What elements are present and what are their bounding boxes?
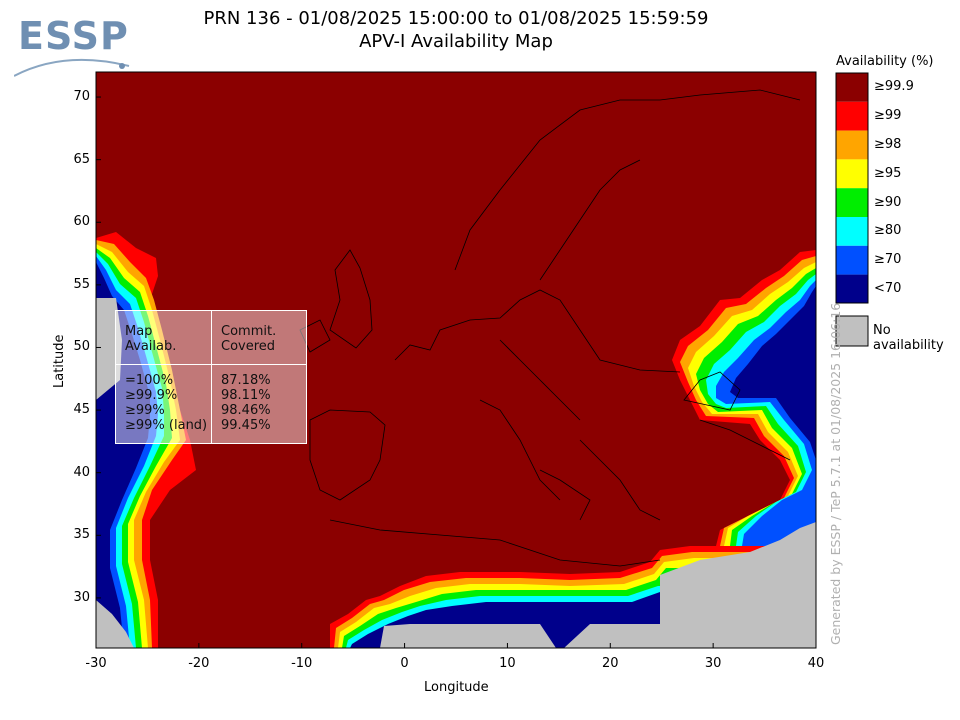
stats-box-divider-v: [211, 311, 212, 443]
x-tick-label: -10: [291, 656, 313, 671]
legend-label-8: <70: [874, 281, 902, 296]
stats-level-4: ≥99% (land): [125, 418, 208, 433]
plot-frame: [95, 71, 817, 649]
legend-frame: [835, 72, 869, 304]
legend-title: Availability (%): [836, 54, 934, 69]
no-availability-egypt: [660, 522, 816, 648]
legend-label-1: ≥99.9: [874, 79, 914, 94]
y-tick-label: 45: [73, 402, 90, 418]
legend-label-7: ≥70: [874, 252, 902, 267]
legend-swatch: [836, 188, 868, 217]
x-tick-label: 0: [400, 656, 409, 671]
legend-label-5: ≥90: [874, 195, 902, 210]
y-axis-label: Latitude: [52, 334, 67, 388]
y-tick-label: 30: [73, 589, 90, 605]
legend-swatch: [836, 130, 868, 160]
legend-swatch-no-availability: [835, 315, 869, 347]
x-tick-label: 10: [499, 656, 516, 671]
x-tick-label: 40: [807, 656, 825, 671]
x-tick-label: -30: [85, 656, 107, 671]
y-tick-label: 35: [73, 527, 90, 543]
y-tick-label: 65: [73, 151, 90, 167]
stats-level-2: ≥99.9%: [125, 388, 178, 403]
stats-covered-4: 99.45%: [221, 418, 271, 433]
stats-box-divider-h: [116, 364, 306, 365]
legend-swatch: [836, 274, 868, 304]
axis-ticks: [95, 96, 817, 648]
logo-swoosh: [14, 58, 130, 77]
y-tick-label: 40: [73, 464, 90, 480]
no-availability-sahara-east: [564, 624, 660, 648]
legend-no-availability-label: No availability: [873, 323, 944, 353]
x-tick-label: 30: [704, 656, 722, 671]
stats-col1-header: Map Availab.: [125, 324, 177, 354]
stats-covered-1: 87.18%: [221, 373, 271, 388]
x-tick-label: 20: [602, 656, 619, 671]
legend-swatch: [836, 245, 868, 275]
stats-level-3: ≥99%: [125, 403, 165, 418]
coastlines: [299, 89, 801, 567]
x-tick-label: -20: [188, 656, 210, 671]
legend-label-3: ≥98: [874, 137, 902, 152]
legend-swatch: [836, 101, 868, 131]
essp-logo: ESSP: [14, 14, 134, 84]
legend-swatches: [835, 72, 869, 347]
y-tick-label: 55: [73, 276, 90, 292]
stats-covered-3: 98.46%: [221, 403, 271, 418]
legend-label-4: ≥95: [874, 166, 902, 181]
generated-by-note: Generated by ESSP / TeP 5.7.1 at 01/08/2…: [828, 302, 843, 645]
legend-swatch: [836, 159, 868, 189]
chart-title: PRN 136 - 01/08/2025 15:00:00 to 01/08/2…: [203, 8, 709, 29]
stats-col2-header: Commit. Covered: [221, 324, 277, 354]
stats-covered-2: 98.11%: [221, 388, 271, 403]
y-tick-label: 70: [73, 89, 90, 105]
y-tick-label: 50: [73, 339, 90, 355]
legend-label-2: ≥99: [874, 108, 902, 123]
no-availability-sahara-west: [380, 624, 556, 648]
x-axis-label: Longitude: [424, 680, 489, 695]
legend-label-6: ≥80: [874, 223, 902, 238]
band-navy-east: [730, 286, 816, 546]
legend-swatch: [836, 73, 868, 102]
stats-level-1: =100%: [125, 373, 174, 388]
legend-swatch: [836, 217, 868, 246]
no-availability-atlantic-south: [96, 600, 134, 648]
logo-text: ESSP: [18, 14, 129, 58]
chart-subtitle: APV-I Availability Map: [359, 31, 553, 52]
stats-box: Map Availab. Commit. Covered =100% ≥99.9…: [115, 310, 307, 444]
y-tick-label: 60: [73, 214, 90, 230]
